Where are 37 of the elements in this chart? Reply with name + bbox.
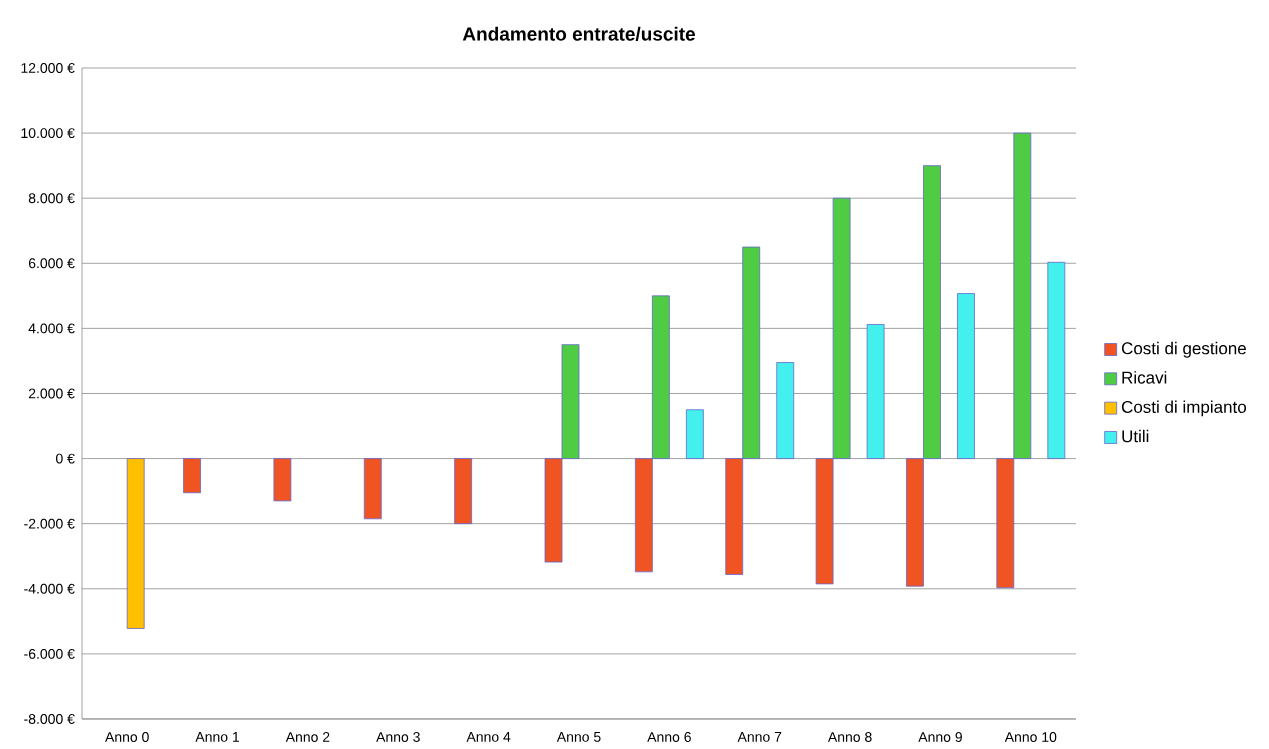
x-tick-label: Anno 9 <box>918 732 962 743</box>
x-tick-label: Anno 8 <box>827 732 872 743</box>
x-tick-label: Anno 7 <box>737 732 782 742</box>
x-tick-label: Anno 10 <box>1004 732 1057 743</box>
bar <box>363 458 382 520</box>
y-tick-label: 4.000 € <box>28 323 75 334</box>
bar <box>866 324 885 460</box>
y-tick-label: 2.000 € <box>28 388 75 399</box>
y-tick-label: -8.000 € <box>24 714 75 725</box>
y-tick-label: 6.000 € <box>28 258 75 269</box>
x-tick-label: Anno 6 <box>647 732 691 743</box>
x-tick-label: Anno 0 <box>105 732 149 743</box>
y-tick-label: 8.000 € <box>28 193 75 204</box>
bar <box>183 458 201 494</box>
bar <box>957 293 975 460</box>
x-tick-label: Anno 5 <box>556 732 601 742</box>
x-tick-label: Anno 1 <box>195 732 240 742</box>
x-tick-label: Anno 2 <box>285 732 330 743</box>
legend-label: Utili <box>1122 429 1149 443</box>
y-tick-label: -4.000 € <box>24 584 75 594</box>
y-tick-label: -6.000 € <box>24 649 75 660</box>
chart-title: Andamento entrate/uscite <box>462 26 695 42</box>
bar <box>1047 262 1066 460</box>
y-tick-label: 10.000 € <box>21 128 75 139</box>
x-tick-label: Anno 4 <box>466 732 511 742</box>
bar <box>685 409 704 460</box>
y-tick-label: 0 € <box>56 453 75 464</box>
y-tick-label: -2.000 € <box>24 518 75 529</box>
legend-label: Costi di impianto <box>1121 400 1246 417</box>
bar <box>273 458 292 502</box>
bar <box>776 362 795 460</box>
legend-label: Costi di gestione <box>1121 342 1246 358</box>
bar <box>126 458 145 630</box>
bar <box>454 458 473 525</box>
y-tick-label: 12.000 € <box>21 63 75 74</box>
x-tick-label: Anno 3 <box>376 732 420 743</box>
legend-label: Ricavi <box>1122 371 1167 384</box>
